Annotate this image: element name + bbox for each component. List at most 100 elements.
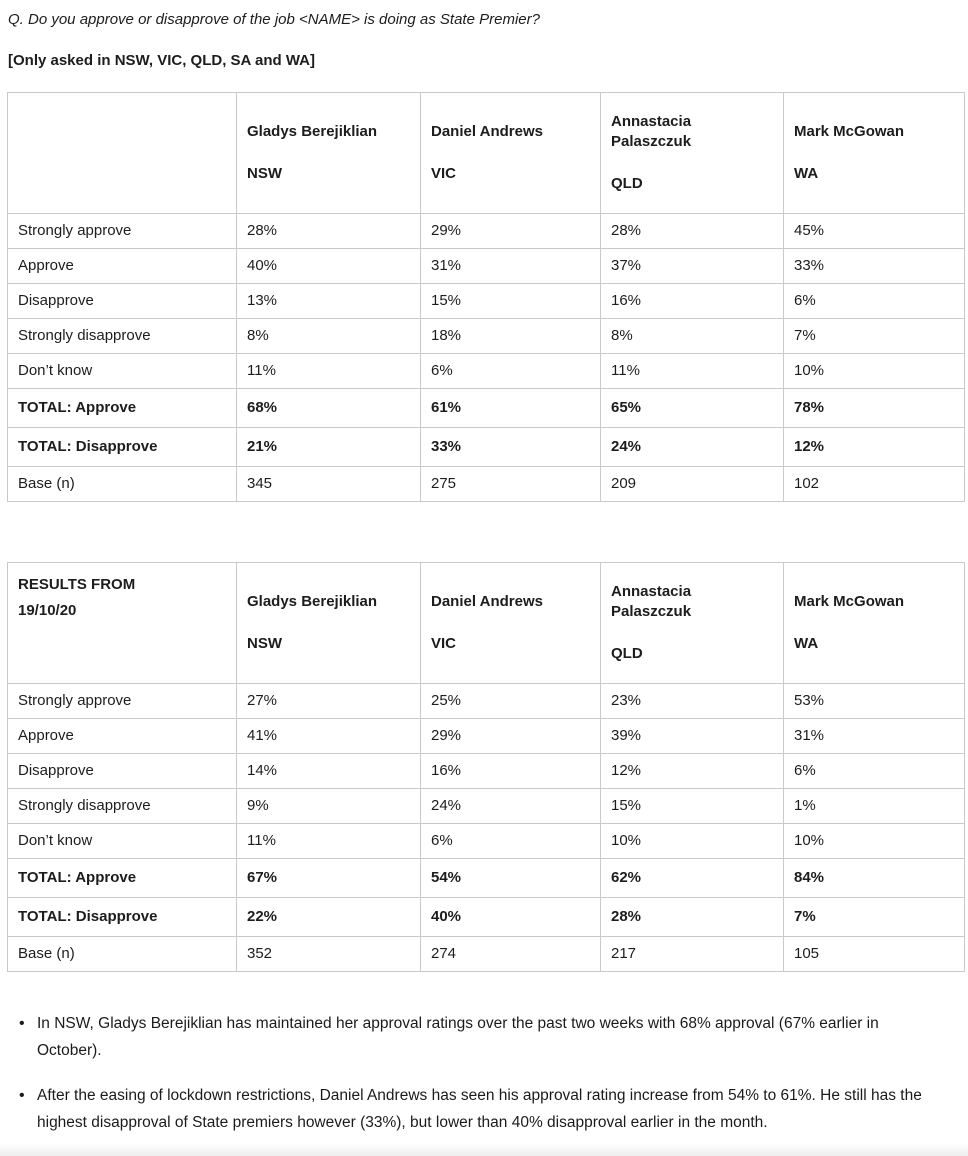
table-row: Disapprove 13% 15% 16% 6% <box>7 283 965 319</box>
row-label: TOTAL: Disapprove <box>7 427 237 467</box>
state-label: NSW <box>247 635 282 652</box>
row-label: Disapprove <box>7 753 237 789</box>
value-cell: 16% <box>420 753 601 789</box>
value-cell: 102 <box>783 466 965 502</box>
value-cell: 68% <box>236 388 421 428</box>
premier-name: Mark McGowan <box>794 123 905 140</box>
value-cell: 39% <box>600 718 784 754</box>
table-row: Strongly disapprove 8% 18% 8% 7% <box>7 318 965 354</box>
row-label: Strongly approve <box>7 683 237 719</box>
value-cell: 12% <box>783 427 965 467</box>
corner-line: 19/10/20 <box>18 602 77 619</box>
table-row: Approve 40% 31% 37% 33% <box>7 248 965 284</box>
table-row: Don’t know 11% 6% 11% 10% <box>7 353 965 389</box>
corner-cell: RESULTS FROM 19/10/20 <box>7 562 237 684</box>
row-label: Don’t know <box>7 823 237 859</box>
column-header-qld: Annastacia Palaszczuk QLD <box>600 562 784 684</box>
row-label: Approve <box>7 248 237 284</box>
value-cell: 1% <box>783 788 965 824</box>
table-row: Base (n) 345 275 209 102 <box>7 466 965 502</box>
table-row: Strongly approve 27% 25% 23% 53% <box>7 683 965 719</box>
value-cell: 45% <box>783 213 965 249</box>
row-label: Disapprove <box>7 283 237 319</box>
column-header-nsw: Gladys Berejiklian NSW <box>236 92 421 214</box>
value-cell: 21% <box>236 427 421 467</box>
value-cell: 61% <box>420 388 601 428</box>
scope-note: [Only asked in NSW, VIC, QLD, SA and WA] <box>8 52 315 69</box>
premier-name: Gladys Berejiklian <box>247 123 378 140</box>
row-label: Base (n) <box>7 466 237 502</box>
value-cell: 6% <box>420 353 601 389</box>
value-cell: 274 <box>420 936 601 972</box>
approval-table-current: Gladys Berejiklian NSW Daniel Andrews VIC An… <box>7 92 965 502</box>
value-cell: 23% <box>600 683 784 719</box>
value-cell: 40% <box>236 248 421 284</box>
bullet-text: In NSW, Gladys Berejiklian has maintaine… <box>37 1015 879 1059</box>
bullet-item: • In NSW, Gladys Berejiklian has maintain… <box>19 1010 942 1064</box>
state-label: QLD <box>611 645 643 662</box>
column-header-vic: Daniel Andrews VIC <box>420 92 601 214</box>
value-cell: 29% <box>420 213 601 249</box>
state-label: QLD <box>611 175 643 192</box>
table-row: Don’t know 11% 6% 10% 10% <box>7 823 965 859</box>
row-label: Approve <box>7 718 237 754</box>
column-header-nsw: Gladys Berejiklian NSW <box>236 562 421 684</box>
state-label: NSW <box>247 165 282 182</box>
value-cell: 7% <box>783 318 965 354</box>
value-cell: 15% <box>420 283 601 319</box>
value-cell: 25% <box>420 683 601 719</box>
summary-bullets: • In NSW, Gladys Berejiklian has maintain… <box>7 1010 962 1136</box>
column-header-wa: Mark McGowan WA <box>783 562 965 684</box>
state-label: VIC <box>431 165 457 182</box>
corner-cell <box>7 92 237 214</box>
table-row: Base (n) 352 274 217 105 <box>7 936 965 972</box>
state-label: VIC <box>431 635 457 652</box>
value-cell: 40% <box>420 897 601 937</box>
row-label: Don’t know <box>7 353 237 389</box>
value-cell: 12% <box>600 753 784 789</box>
value-cell: 15% <box>600 788 784 824</box>
header-row: Gladys Berejiklian NSW Daniel Andrews VIC An… <box>7 92 965 214</box>
value-cell: 31% <box>420 248 601 284</box>
value-cell: 33% <box>783 248 965 284</box>
table-row: Strongly approve 28% 29% 28% 45% <box>7 213 965 249</box>
state-label: WA <box>794 635 819 652</box>
value-cell: 105 <box>783 936 965 972</box>
value-cell: 22% <box>236 897 421 937</box>
value-cell: 7% <box>783 897 965 937</box>
column-header-qld: Annastacia Palaszczuk QLD <box>600 92 784 214</box>
value-cell: 6% <box>783 753 965 789</box>
window-bottom-edge <box>0 1144 968 1156</box>
table-row: Strongly disapprove 9% 24% 15% 1% <box>7 788 965 824</box>
value-cell: 27% <box>236 683 421 719</box>
value-cell: 11% <box>600 353 784 389</box>
row-label: TOTAL: Approve <box>7 388 237 428</box>
bullet-text: After the easing of lockdown restriction… <box>37 1087 922 1131</box>
row-label: Strongly disapprove <box>7 788 237 824</box>
value-cell: 33% <box>420 427 601 467</box>
value-cell: 13% <box>236 283 421 319</box>
header-row: RESULTS FROM 19/10/20 Gladys Berejiklian NS… <box>7 562 965 684</box>
value-cell: 67% <box>236 858 421 898</box>
value-cell: 10% <box>783 823 965 859</box>
value-cell: 28% <box>600 897 784 937</box>
value-cell: 8% <box>600 318 784 354</box>
column-header-vic: Daniel Andrews VIC <box>420 562 601 684</box>
value-cell: 31% <box>783 718 965 754</box>
question-text: Q. Do you approve or disapprove of the j… <box>8 11 540 28</box>
row-label: Strongly disapprove <box>7 318 237 354</box>
value-cell: 62% <box>600 858 784 898</box>
value-cell: 41% <box>236 718 421 754</box>
row-label: Base (n) <box>7 936 237 972</box>
value-cell: 209 <box>600 466 784 502</box>
table-row: TOTAL: Approve 67% 54% 62% 84% <box>7 858 965 898</box>
value-cell: 24% <box>420 788 601 824</box>
premier-name: Gladys Berejiklian <box>247 593 378 610</box>
column-header-wa: Mark McGowan WA <box>783 92 965 214</box>
value-cell: 352 <box>236 936 421 972</box>
value-cell: 8% <box>236 318 421 354</box>
value-cell: 53% <box>783 683 965 719</box>
value-cell: 217 <box>600 936 784 972</box>
table-row: TOTAL: Approve 68% 61% 65% 78% <box>7 388 965 428</box>
